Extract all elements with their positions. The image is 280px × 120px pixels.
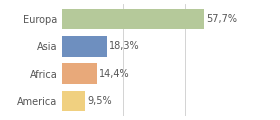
- Text: 18,3%: 18,3%: [109, 41, 139, 51]
- Bar: [62, 9, 204, 29]
- Bar: [62, 36, 107, 57]
- Text: 14,4%: 14,4%: [99, 69, 130, 79]
- Text: 57,7%: 57,7%: [206, 14, 237, 24]
- Text: 9,5%: 9,5%: [87, 96, 112, 106]
- Bar: [62, 63, 97, 84]
- Bar: [62, 91, 85, 111]
